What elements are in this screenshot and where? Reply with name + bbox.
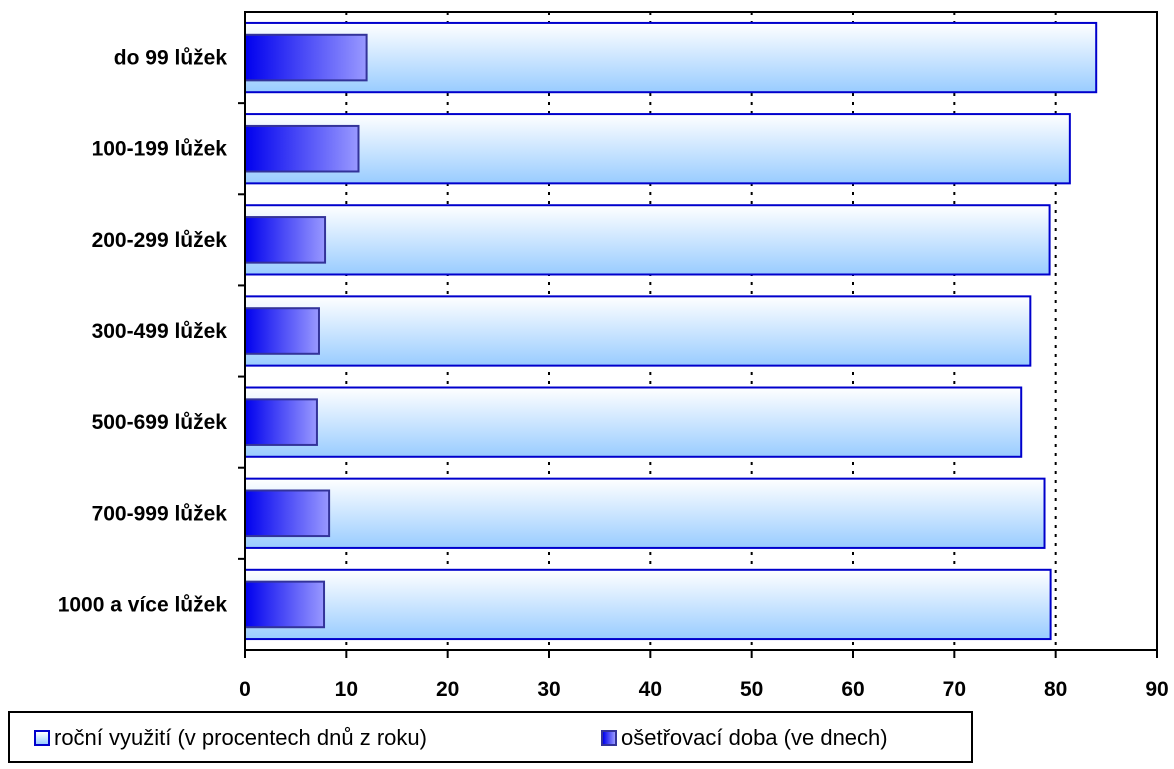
x-tick-label-3: 30: [537, 678, 560, 701]
bar-care-duration-0: [244, 33, 368, 82]
bar-annual-use-2: [244, 204, 1051, 276]
bar-annual-use-4: [244, 386, 1023, 458]
x-tick-label-1: 10: [335, 678, 358, 701]
bar-annual-use-6: [244, 568, 1052, 641]
bar-annual-use-1: [244, 113, 1071, 185]
category-label-5: 700-999 lůžek: [92, 502, 228, 525]
bar-care-duration-2: [244, 216, 327, 264]
category-label-1: 100-199 lůžek: [92, 138, 228, 161]
x-tick-label-7: 70: [943, 678, 966, 701]
category-label-3: 300-499 lůžek: [92, 320, 228, 343]
legend-label-care-duration: ošetřovací doba (ve dnech): [621, 725, 888, 750]
bar-annual-use-0: [244, 21, 1098, 94]
x-tick-label-4: 40: [639, 678, 662, 701]
category-label-4: 500-699 lůžek: [92, 411, 228, 434]
x-tick-label-0: 0: [239, 678, 251, 701]
x-tick-label-8: 80: [1044, 678, 1067, 701]
legend-swatch-care-duration: [601, 730, 617, 746]
x-tick-label-9: 90: [1145, 678, 1168, 701]
bar-care-duration-5: [244, 489, 331, 538]
bar-annual-use-5: [244, 477, 1046, 549]
plot-area-border: [244, 11, 1158, 651]
category-label-2: 200-299 lůžek: [92, 229, 228, 252]
legend: roční využití (v procentech dnů z roku) …: [8, 711, 973, 763]
legend-label-annual-use: roční využití (v procentech dnů z roku): [54, 725, 427, 750]
bar-annual-use-3: [244, 295, 1032, 367]
x-tick-label-5: 50: [740, 678, 763, 701]
category-label-0: do 99 lůžek: [114, 47, 228, 70]
bar-care-duration-6: [244, 580, 326, 629]
bar-care-duration-1: [244, 124, 360, 173]
bar-care-duration-4: [244, 398, 318, 446]
x-axis-ticks: [238, 102, 1158, 658]
legend-item-care-duration: ošetřovací doba (ve dnech): [601, 725, 888, 751]
x-tick-label-2: 20: [436, 678, 459, 701]
category-label-6: 1000 a více lůžek: [58, 593, 228, 616]
bars: [244, 21, 1098, 641]
legend-swatch-annual-use: [34, 730, 50, 746]
bar-care-duration-3: [244, 307, 320, 355]
legend-item-annual-use: roční využití (v procentech dnů z roku): [34, 725, 427, 751]
x-tick-label-6: 60: [841, 678, 864, 701]
